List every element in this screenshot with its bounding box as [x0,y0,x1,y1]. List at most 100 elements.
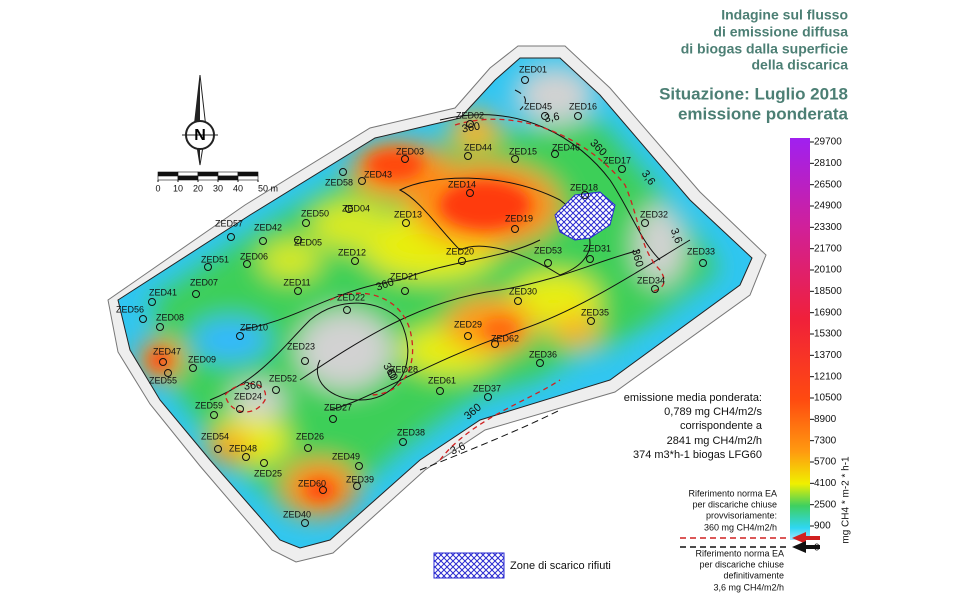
sampling-point [159,358,167,366]
sampling-point [353,482,361,490]
scale-segment [177,175,199,181]
sampling-point-label: ZED29 [454,319,482,329]
contour-label: 360 [629,248,645,269]
sampling-point-label: ZED33 [687,246,715,256]
colorbar-tick-label: 7300 [814,435,837,446]
sampling-point [192,290,200,298]
sampling-point [139,315,147,323]
sampling-point-label: ZED20 [446,246,474,256]
sampling-point [345,205,353,213]
colorbar-title: mg CH4 * m-2 * h-1 [841,456,852,544]
situation: Situazione: Luglio 2018 [659,84,848,103]
reference-line: definitivamente [723,570,784,580]
subtitle: emissione ponderata [678,104,849,123]
sampling-point [242,453,250,461]
sampling-point-label: ZED60 [298,478,326,488]
sampling-point-label: ZED39 [346,474,374,484]
sampling-point-label: ZED16 [569,101,597,111]
sampling-point [511,225,519,233]
colorbar-ticks: 0900250041005700730089001050012100137001… [810,137,842,554]
sampling-point-label: ZED44 [464,142,492,152]
stats-line: 374 m3*h-1 biogas LFG60 [633,449,762,461]
sampling-point [210,411,218,419]
sampling-point-label: ZED51 [201,254,229,264]
title-line: Indagine sul flusso [721,7,848,23]
sampling-point-label: ZED57 [215,218,243,228]
sampling-point [156,323,164,331]
sampling-point-label: ZED08 [156,312,184,322]
sampling-point-label: ZED30 [509,286,537,296]
colorbar-tick-label: 4100 [814,478,837,489]
sampling-point-label: ZED38 [397,427,425,437]
scale-segment [157,171,179,177]
sampling-point-label: ZED09 [188,354,216,364]
sampling-point-label: ZED53 [534,245,562,255]
colorbar-tick-label: 10500 [814,393,842,404]
scale-tick-label: 20 [193,183,203,193]
sampling-point [587,317,595,325]
sampling-point [164,369,172,377]
sampling-point-label: ZED31 [583,243,611,253]
reference-line: per discariche chiuse [699,559,784,569]
sampling-point [351,257,359,265]
sampling-point-label: ZED45 [524,101,552,111]
scale-bar: 0 10 20 30 40 50 m [155,171,278,193]
sampling-point [388,370,396,378]
reference-line: Riferimento norma EA [688,488,777,498]
sampling-point [259,237,267,245]
sampling-point-label: ZED02 [456,110,484,120]
legend-label: Zone di scarico rifiuti [510,560,611,572]
sampling-point [243,260,251,268]
sampling-point [458,257,466,265]
sampling-point-label: ZED55 [149,375,177,385]
sampling-point-label: ZED19 [505,213,533,223]
scale-segment [217,171,239,177]
reference-line: Riferimento norma EA [695,548,784,558]
sampling-point-label: ZED34 [637,275,665,285]
sampling-point [491,340,499,348]
sampling-point [536,359,544,367]
colorbar-tick-label: 5700 [814,457,837,468]
sampling-point-label: ZED14 [448,179,476,189]
sampling-point [464,152,472,160]
colorbar-tick-label: 12100 [814,371,842,382]
sampling-point-label: ZED13 [394,209,422,219]
north-arrow [182,74,218,166]
sampling-point [236,332,244,340]
sampling-point [294,287,302,295]
legend-swatch [433,552,505,579]
sampling-point-label: ZED42 [254,222,282,232]
sampling-point [484,393,492,401]
colorbar-tick-label: 8900 [814,414,837,425]
sampling-point [401,155,409,163]
sampling-point [586,255,594,263]
sampling-point-label: ZED03 [396,146,424,156]
sampling-point [466,189,474,197]
scale-tick-label: 10 [173,183,183,193]
colorbar [790,138,810,540]
sampling-point [514,297,522,305]
sampling-point-label: ZED15 [509,146,537,156]
colorbar-tick-label: 18500 [814,286,842,297]
sampling-point [204,263,212,271]
sampling-point [304,444,312,452]
sampling-point-label: ZED07 [190,277,218,287]
scale-segment [237,175,259,181]
colorbar-tick-label: 24900 [814,201,842,212]
sampling-point-label: ZED35 [581,307,609,317]
colorbar-tick-label: 2500 [814,499,837,510]
colorbar-tick-label: 28100 [814,158,842,169]
title-line: di biogas dalla superficie [681,41,848,57]
sampling-point-label: ZED26 [296,431,324,441]
contour-lines [209,114,691,411]
waste-zone [554,191,616,241]
sampling-point [260,459,268,467]
scale-segment [197,171,219,177]
scale-tick-label: 50 m [258,183,278,193]
sampling-point [436,387,444,395]
sampling-point-label: ZED46 [552,142,580,152]
sampling-point-label: ZED54 [201,431,229,441]
sampling-point-label: ZED24 [234,391,262,401]
